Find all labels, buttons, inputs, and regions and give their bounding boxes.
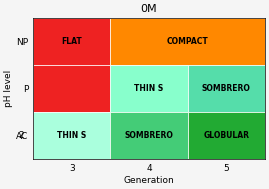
Text: SOMBRERO: SOMBRERO <box>125 131 174 140</box>
Text: SOMBRERO: SOMBRERO <box>202 84 251 93</box>
Text: GLOBULAR: GLOBULAR <box>203 131 249 140</box>
Text: COMPACT: COMPACT <box>167 37 208 46</box>
FancyBboxPatch shape <box>33 65 110 112</box>
FancyBboxPatch shape <box>110 18 265 65</box>
FancyBboxPatch shape <box>110 112 187 159</box>
Text: THIN S: THIN S <box>57 131 86 140</box>
FancyBboxPatch shape <box>33 18 110 65</box>
Title: 0M: 0M <box>141 4 157 14</box>
Text: 2: 2 <box>19 131 24 140</box>
X-axis label: Generation: Generation <box>123 176 174 185</box>
FancyBboxPatch shape <box>187 112 265 159</box>
Text: FLAT: FLAT <box>61 37 82 46</box>
Y-axis label: pH level: pH level <box>4 70 13 107</box>
FancyBboxPatch shape <box>187 65 265 112</box>
Text: THIN S: THIN S <box>134 84 164 93</box>
FancyBboxPatch shape <box>33 112 110 159</box>
FancyBboxPatch shape <box>110 65 187 112</box>
